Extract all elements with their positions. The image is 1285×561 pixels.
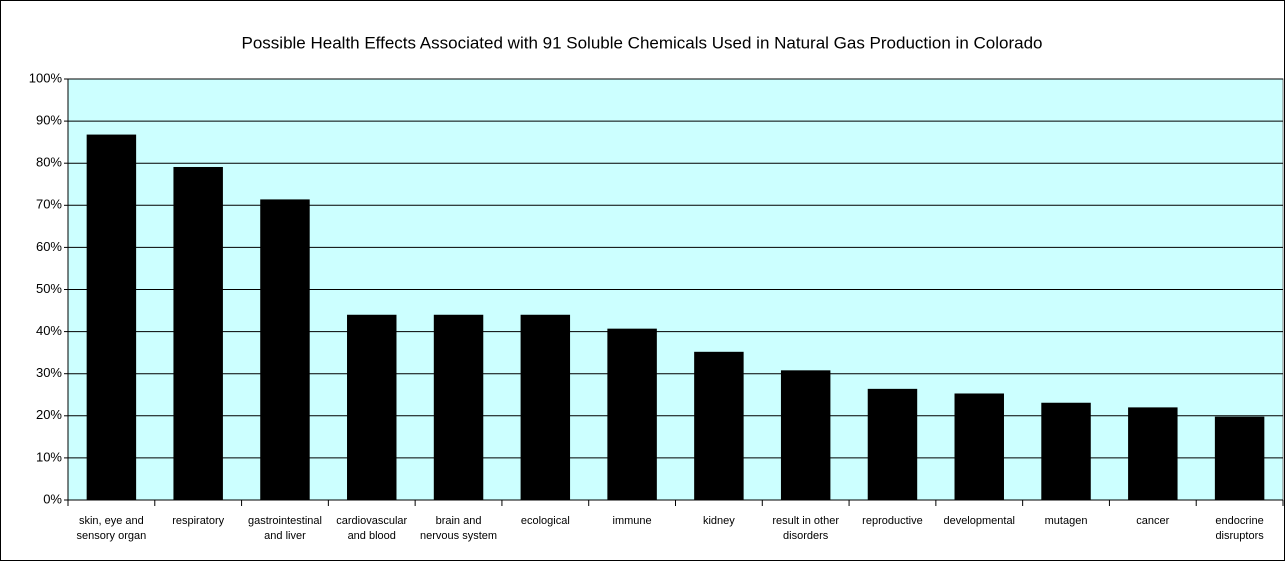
bar [694,351,744,500]
bar [954,393,1004,500]
bar [867,388,918,500]
x-tick-label: result in other disorders [772,515,839,542]
x-tick-label: cancer [1136,515,1170,527]
chart-title: Possible Health Effects Associated with … [242,33,1043,52]
bar [347,314,397,500]
y-tick-label: 20% [36,407,62,422]
bar [433,314,484,500]
bar [1041,402,1091,500]
x-tick-label: endocrine disruptors [1215,515,1264,542]
x-tick-label: kidney [702,515,735,527]
y-tick-label: 80% [36,155,62,170]
y-tick-label: 70% [36,197,62,212]
x-tick-label: gastrointestinal and liver [247,515,322,542]
y-tick-label: 30% [36,365,62,380]
bar [86,134,137,500]
x-tick-label: mutagen [1044,515,1088,527]
x-tick-label: respiratory [172,515,225,527]
x-tick-label: reproductive [862,515,923,527]
y-tick-label: 100% [29,70,63,85]
y-tick-label: 90% [36,113,62,128]
x-tick-label: immune [612,515,652,527]
y-tick-label: 0% [43,491,62,506]
y-tick-label: 50% [36,281,62,296]
y-tick-label: 40% [36,323,62,338]
bar [780,370,831,500]
bar [260,199,310,500]
bar [173,166,223,500]
bar [1214,416,1265,500]
bar [520,314,571,500]
x-tick-label: developmental [943,515,1016,527]
x-tick-label: skin, eye and sensory organ [76,515,147,542]
x-tick-label: brain and nervous system [420,515,498,542]
y-tick-label: 10% [36,449,62,464]
bar [607,328,657,500]
bar [1128,407,1178,500]
y-tick-label: 60% [36,239,62,254]
x-tick-label: cardiovascular and blood [336,515,408,542]
x-tick-label: ecological [520,515,570,527]
